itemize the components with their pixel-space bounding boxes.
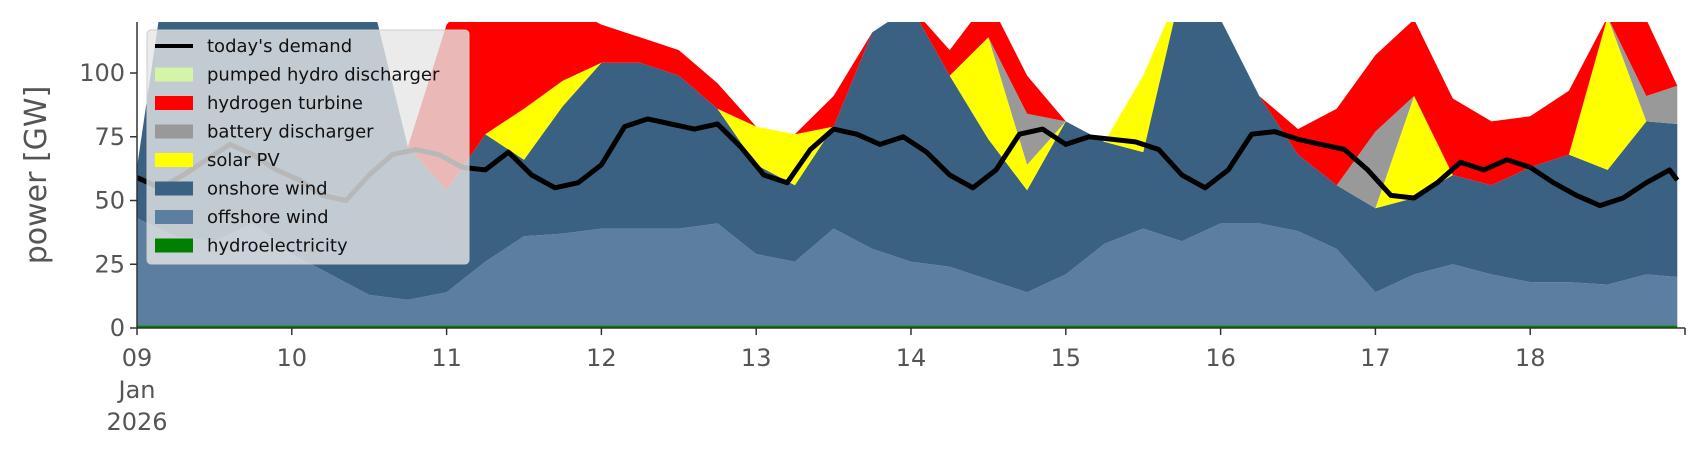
x-tick-label: 17 bbox=[1360, 344, 1391, 372]
y-axis-title: power [GW] bbox=[19, 86, 54, 265]
legend-swatch-pumped-hydro-discharger bbox=[155, 67, 193, 82]
y-tick-label: 0 bbox=[110, 314, 125, 342]
legend-label-hydrogen-turbine: hydrogen turbine bbox=[207, 93, 363, 114]
area-hydrogen-turbine bbox=[137, 22, 1678, 191]
legend-swatch-hydroelectricity bbox=[155, 238, 193, 253]
legend-swatch-solar-pv bbox=[155, 153, 193, 167]
x-tick-label: 12 bbox=[586, 344, 617, 372]
area-onshore-wind bbox=[137, 22, 1678, 300]
legend-label-offshore-wind: offshore wind bbox=[207, 207, 329, 228]
area-offshore-wind bbox=[137, 218, 1678, 326]
legend-label-hydroelectricity: hydroelectricity bbox=[207, 236, 348, 257]
legend: today's demand pumped hydro discharger hyd… bbox=[146, 29, 470, 265]
legend-swatch-battery-discharger bbox=[155, 124, 193, 139]
x-tick-label: 18 bbox=[1515, 344, 1546, 372]
x-tick-label-start-day: 09 bbox=[122, 344, 153, 372]
legend-label-today-s-demand: today's demand bbox=[207, 36, 352, 57]
x-tick-label: 13 bbox=[741, 344, 772, 372]
y-tick-label: 75 bbox=[94, 123, 125, 151]
y-tick-label: 100 bbox=[79, 59, 125, 87]
y-tick-label: 50 bbox=[94, 187, 125, 215]
x-tick-label: 11 bbox=[431, 344, 462, 372]
axes: 0 25 50 75 100 09 Jan 2026 10 11 12 13 14 15 16 17 18 bbox=[79, 22, 1686, 436]
legend-label-battery-discharger: battery discharger bbox=[207, 122, 374, 143]
legend-swatch-offshore-wind bbox=[155, 210, 193, 224]
legend-label-onshore-wind: onshore wind bbox=[207, 179, 328, 200]
legend-swatch-hydrogen-turbine bbox=[155, 96, 193, 110]
x-tick-label: 14 bbox=[896, 344, 927, 372]
legend-box bbox=[146, 29, 470, 265]
legend-label-pumped-hydro-discharger: pumped hydro discharger bbox=[207, 65, 440, 86]
x-tick-label: 16 bbox=[1205, 344, 1236, 372]
x-tick-label-start-year: 2026 bbox=[106, 408, 167, 436]
x-tick-label: 15 bbox=[1051, 344, 1082, 372]
x-tick-label: 10 bbox=[277, 344, 308, 372]
y-tick-label: 25 bbox=[94, 250, 125, 278]
legend-label-solar-pv: solar PV bbox=[207, 150, 280, 171]
x-tick-label-start-month: Jan bbox=[117, 376, 156, 404]
legend-swatch-onshore-wind bbox=[155, 181, 193, 196]
